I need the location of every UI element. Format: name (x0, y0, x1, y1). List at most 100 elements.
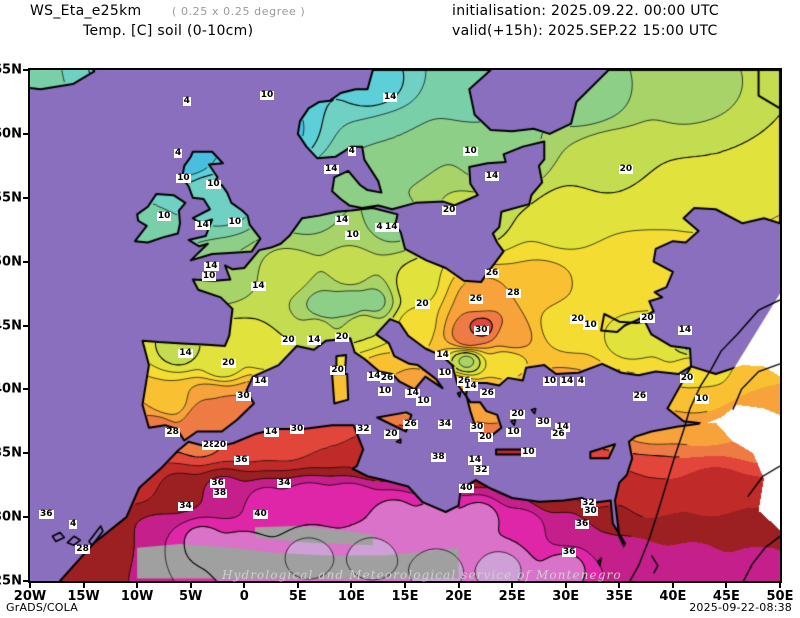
contour-label: 28 (75, 544, 90, 555)
contour-label: 32 (356, 424, 371, 435)
contour-label: 26 (468, 293, 484, 304)
x-axis-label: 15W (67, 589, 100, 604)
y-axis-label: 50N (0, 254, 22, 270)
contour-label: 20 (510, 408, 525, 419)
contour-label: 4 (347, 145, 356, 156)
contour-label: 20 (441, 204, 457, 215)
contour-label: 14 (382, 92, 398, 103)
contour-label: 34 (276, 477, 292, 488)
x-axis-label: 15E (391, 589, 419, 604)
y-tick (23, 452, 28, 455)
x-axis-label: 10E (337, 589, 365, 604)
contour-label: 30 (583, 506, 598, 516)
contour-label: 10 (416, 396, 431, 407)
contour-label: 34 (178, 500, 193, 511)
contour-label: 10 (206, 178, 221, 189)
valid-time: valid(+15h): 2025.SEP.22 15:00 UTC (452, 23, 718, 39)
contour-label: 26 (632, 391, 648, 402)
contour-label: 4 (69, 518, 78, 529)
contour-label: 10 (694, 393, 710, 404)
contour-label: 14 (264, 426, 279, 437)
contour-label: 10 (437, 368, 453, 379)
x-axis-label: 45E (712, 589, 740, 604)
x-tick (779, 583, 781, 588)
contour-label: 10 (377, 385, 393, 396)
contour-label: 34 (437, 419, 453, 430)
contour-label: 10 (176, 172, 191, 183)
contour-label: 4 (375, 222, 384, 233)
contour-label: 20 (415, 299, 430, 310)
contour-label: 36 (561, 546, 577, 557)
x-tick (350, 583, 353, 588)
contour-label: 14 (467, 454, 483, 465)
y-tick (23, 69, 28, 71)
contour-label: 20 (384, 429, 399, 440)
contour-label: 14 (306, 334, 322, 345)
x-axis-label: 35E (605, 589, 633, 604)
x-tick (29, 583, 31, 588)
contour-label: 36 (234, 454, 249, 465)
contour-label: 14 (677, 324, 693, 335)
model-resolution: ( 0.25 x 0.25 degree ) (172, 5, 306, 18)
y-axis-label: 60N (0, 126, 22, 142)
x-axis-label: 50E (766, 589, 794, 604)
x-tick (136, 583, 139, 588)
contour-label: 26 (484, 268, 500, 279)
contour-label: 36 (39, 508, 54, 519)
contour-label: 14 (463, 380, 478, 391)
y-axis-label: 65N (0, 62, 22, 78)
contour-label: 4 (576, 375, 586, 386)
contour-label: 10 (345, 230, 360, 241)
contour-label: 26 (379, 373, 395, 384)
x-axis-label: 20W (13, 589, 47, 604)
x-tick (457, 583, 460, 588)
contour-label: 30 (536, 416, 551, 427)
contour-label: 20 (570, 314, 585, 325)
y-axis-label: 25N (0, 573, 22, 589)
contour-label: 10 (227, 217, 243, 228)
contour-label: 30 (236, 391, 251, 402)
contour-label: 38 (431, 452, 446, 463)
contour-label: 14 (253, 375, 268, 386)
y-tick (23, 260, 28, 263)
contour-label: 20 (221, 357, 236, 368)
y-tick (23, 388, 28, 391)
contour-label: 20 (478, 431, 493, 442)
contour-label: 14 (334, 214, 350, 225)
x-axis-label: 5W (179, 589, 203, 604)
contour-label: 36 (210, 477, 225, 488)
contour-label: 10 (583, 319, 598, 330)
contour-label: 10 (259, 89, 275, 100)
y-tick (23, 516, 28, 519)
software-credit: GrADS/COLA (6, 601, 78, 614)
contour-label: 14 (251, 281, 266, 292)
initialisation-time: initialisation: 2025.09.22. 00:00 UTC (452, 3, 719, 19)
map-plot-area[interactable]: 4 10 14 4 10 10 14 4 10 14 20 10 14 10 14 4 14 10 20 14 10 14… (28, 68, 782, 583)
contour-label: 32 (581, 498, 596, 509)
y-axis-label: 45N (0, 318, 22, 333)
contour-label: 30 (469, 421, 485, 432)
y-axis-label: 35N (0, 445, 22, 461)
contour-label: 10 (542, 375, 558, 386)
contour-label: 10 (463, 145, 478, 156)
contour-label: 14 (178, 347, 193, 358)
contour-label: 20 (281, 334, 296, 345)
contour-label: 14 (204, 260, 219, 271)
x-axis-label: 0 (239, 589, 249, 604)
contour-label: 36 (574, 518, 590, 529)
contour-label: 32 (474, 465, 489, 476)
contour-label: 14 (384, 222, 399, 233)
x-tick (725, 583, 728, 588)
temperature-heatmap (30, 70, 780, 581)
y-tick (23, 580, 28, 582)
contour-label: 14 (555, 421, 570, 432)
generation-timestamp: 2025-09-22-08:38 (689, 601, 792, 614)
contour-label: 14 (484, 171, 500, 182)
x-tick (82, 583, 85, 588)
contour-label: 20 (212, 439, 228, 450)
contour-label: 4 (174, 148, 183, 159)
y-tick (23, 324, 28, 327)
contour-label: 20 (334, 332, 350, 343)
y-axis-label: 40N (0, 381, 22, 397)
contour-label: 30 (474, 324, 489, 335)
